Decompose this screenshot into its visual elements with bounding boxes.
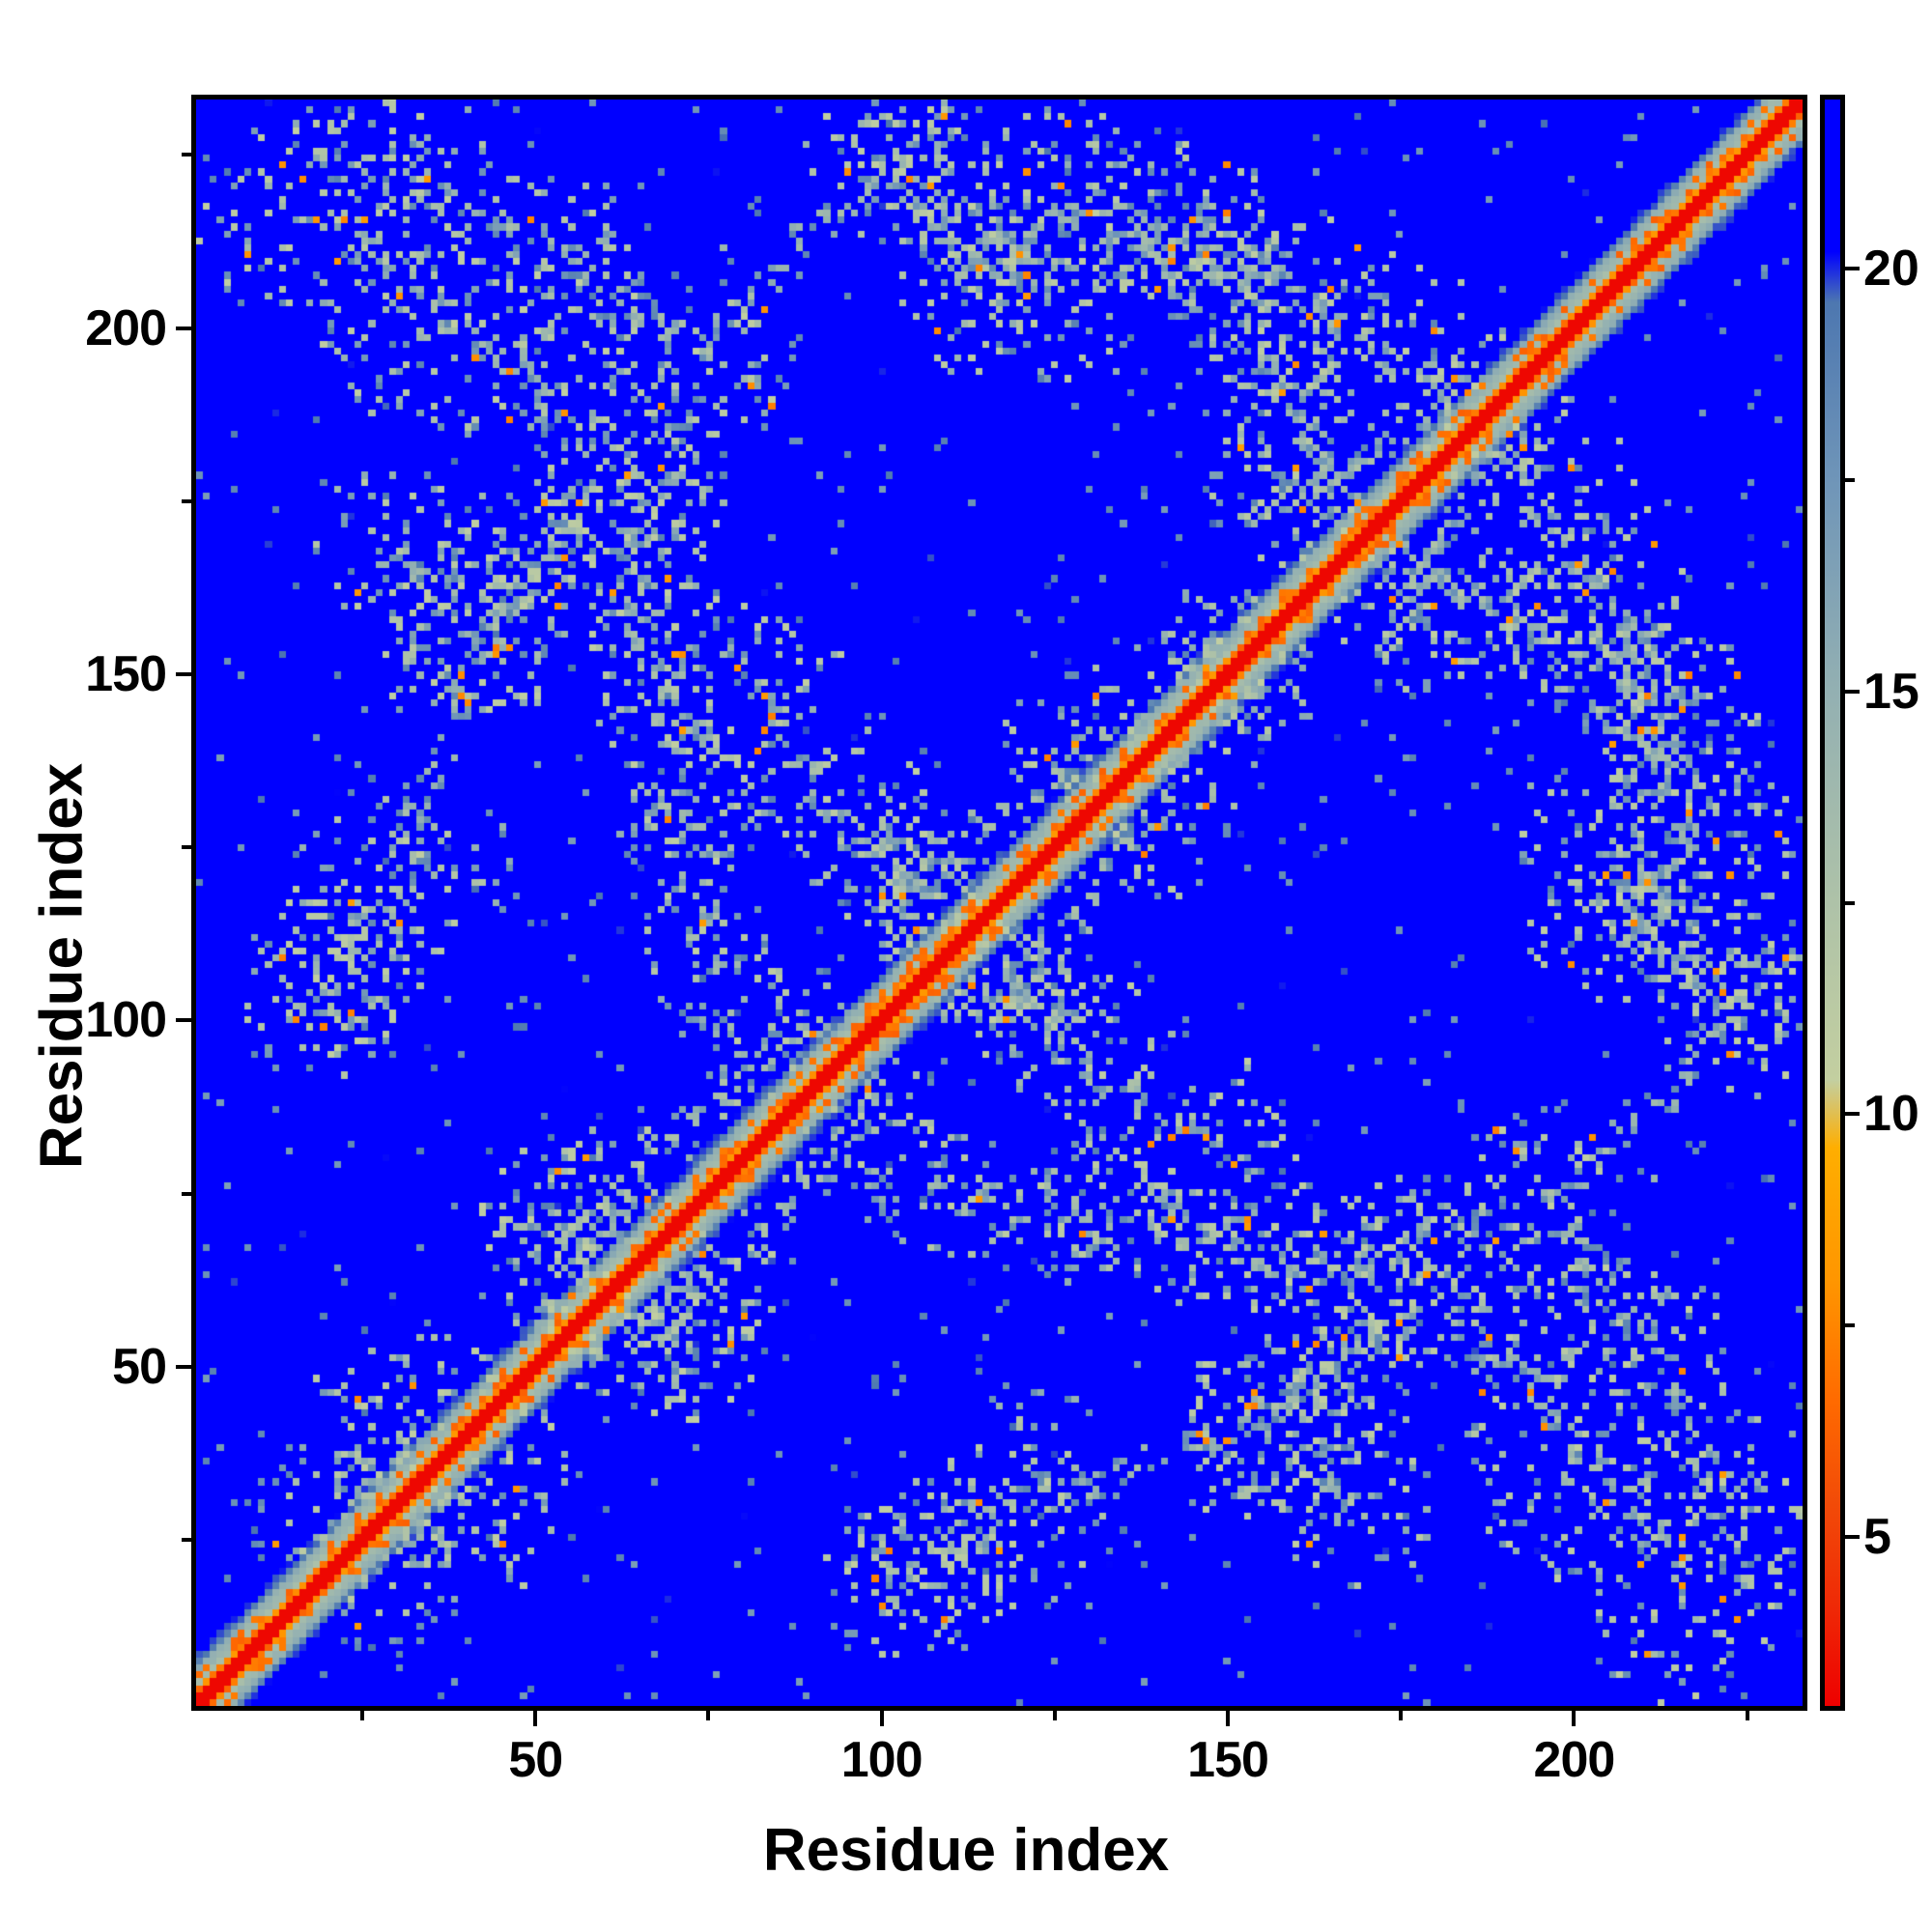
y-minor-tick-225 xyxy=(182,153,191,157)
y-axis-label-wrap: Residue index xyxy=(23,0,100,1932)
contact-map-plot xyxy=(191,95,1807,1711)
y-minor-tick-175 xyxy=(182,498,191,503)
y-axis-label: Residue index xyxy=(28,762,96,1170)
colorbar-tick-label-20: 20 xyxy=(1863,241,1919,298)
y-tick-50 xyxy=(176,1364,191,1369)
x-minor-tick-175 xyxy=(1399,1711,1404,1720)
y-minor-tick-75 xyxy=(182,1191,191,1196)
x-minor-tick-225 xyxy=(1745,1711,1749,1720)
colorbar-gradient xyxy=(1825,99,1840,1706)
colorbar-tick-5 xyxy=(1845,1534,1860,1539)
x-tick-label-50: 50 xyxy=(508,1732,563,1788)
heatmap-canvas xyxy=(196,99,1803,1706)
y-tick-label-150: 150 xyxy=(85,645,167,702)
colorbar-tick-20 xyxy=(1845,267,1860,271)
x-minor-tick-25 xyxy=(360,1711,365,1720)
colorbar-minor-tick-17.5 xyxy=(1845,477,1855,482)
y-tick-label-50: 50 xyxy=(112,1338,167,1395)
x-tick-150 xyxy=(1226,1711,1231,1726)
colorbar-tick-10 xyxy=(1845,1112,1860,1117)
y-tick-200 xyxy=(176,326,191,330)
x-tick-label-200: 200 xyxy=(1533,1732,1616,1788)
y-tick-100 xyxy=(176,1018,191,1023)
x-minor-tick-75 xyxy=(706,1711,711,1720)
colorbar-tick-label-15: 15 xyxy=(1863,663,1919,720)
x-tick-label-100: 100 xyxy=(840,1732,923,1788)
colorbar-tick-label-10: 10 xyxy=(1863,1086,1919,1143)
x-tick-200 xyxy=(1572,1711,1577,1726)
y-tick-label-200: 200 xyxy=(85,299,167,356)
y-minor-tick-25 xyxy=(182,1537,191,1542)
colorbar xyxy=(1820,95,1845,1711)
colorbar-tick-15 xyxy=(1845,689,1860,694)
colorbar-minor-tick-7.5 xyxy=(1845,1323,1855,1328)
y-tick-150 xyxy=(176,671,191,676)
x-minor-tick-125 xyxy=(1052,1711,1057,1720)
x-tick-100 xyxy=(879,1711,884,1726)
y-tick-label-100: 100 xyxy=(85,992,167,1049)
x-tick-label-150: 150 xyxy=(1187,1732,1269,1788)
x-tick-50 xyxy=(533,1711,538,1726)
colorbar-minor-tick-12.5 xyxy=(1845,900,1855,905)
colorbar-tick-label-5: 5 xyxy=(1863,1508,1891,1565)
y-minor-tick-125 xyxy=(182,845,191,850)
x-axis-label: Residue index xyxy=(762,1817,1170,1884)
